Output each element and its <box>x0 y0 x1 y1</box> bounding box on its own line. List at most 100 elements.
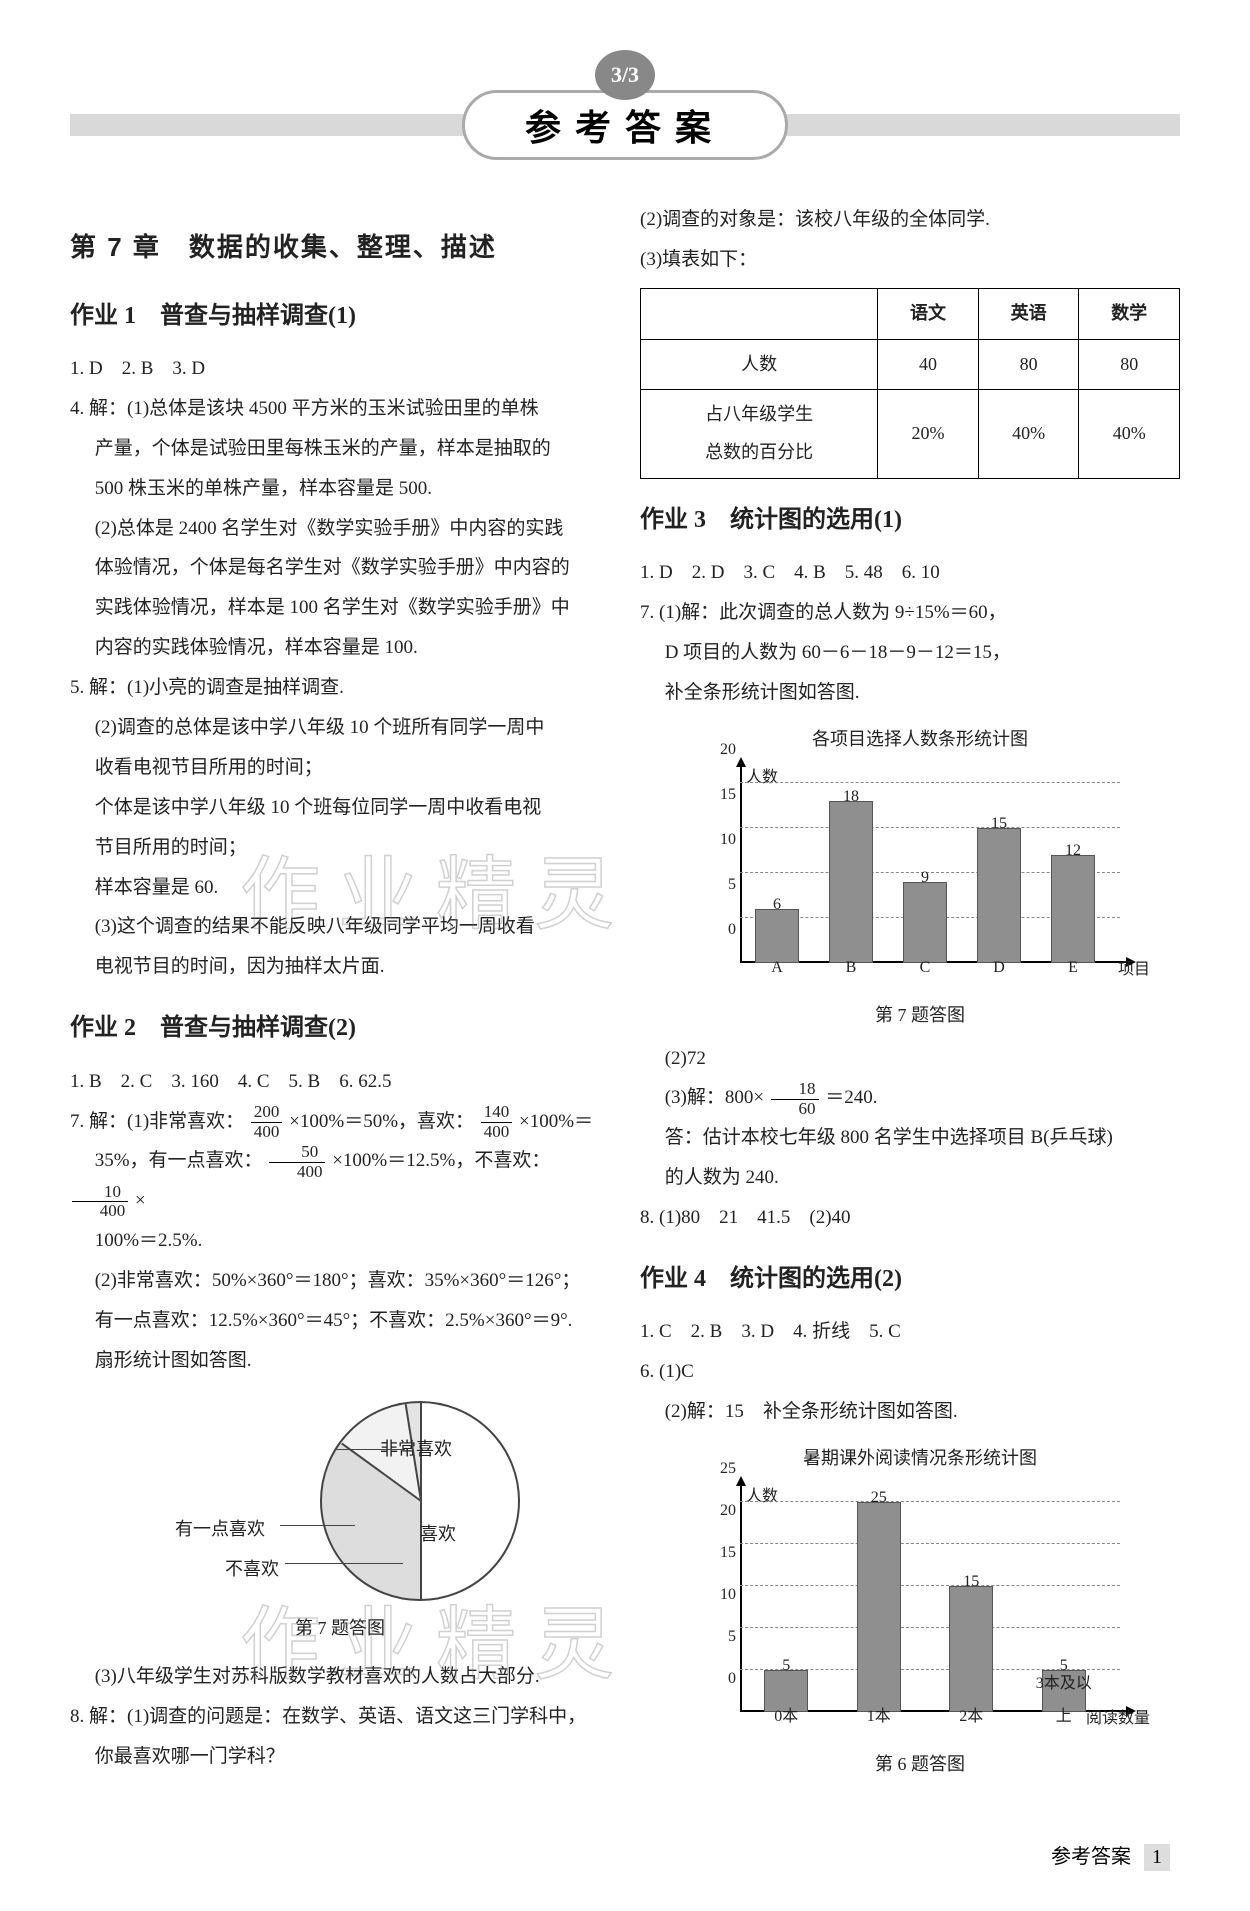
bar: 15 <box>977 828 1021 963</box>
chart1-xlabel: 项目 <box>1118 953 1150 987</box>
footer-page: 1 <box>1144 1844 1170 1871</box>
y-tick: 15 <box>720 778 736 812</box>
text: 电视节目的时间，因为抽样太片面. <box>70 947 610 987</box>
bar: 25 <box>857 1502 901 1712</box>
text: (3)解：800× 1860 ＝240. <box>640 1078 1180 1118</box>
pie-caption: 第 7 题答图 <box>120 1610 560 1648</box>
text: 8. 解：(1)调查的问题是：在数学、英语、语文这三门学科中， <box>70 1697 610 1737</box>
text: 100%＝2.5%. <box>70 1221 610 1261</box>
th: 语文 <box>878 288 979 339</box>
text: 有一点喜欢：12.5%×360°＝45°；不喜欢：2.5%×360°＝9°. <box>70 1301 610 1341</box>
left-column: 第 7 章 数据的收集、整理、描述 作业 1 普查与抽样调查(1) 1. D 2… <box>70 200 610 1788</box>
x-tick: 1本 <box>849 1700 909 1734</box>
y-tick: 25 <box>720 1452 736 1486</box>
text: 样本容量是 60. <box>70 868 610 908</box>
page-footer: 参考答案 1 <box>1051 1840 1170 1871</box>
text: (3)这个调查的结果不能反映八年级同学平均一周收看 <box>70 907 610 947</box>
text: 产量，个体是试验田里每株玉米的产量，样本是抽取的 <box>70 429 610 469</box>
text: 8. (1)80 21 41.5 (2)40 <box>640 1198 1180 1238</box>
td: 占八年级学生 总数的百分比 <box>641 390 878 479</box>
td: 20% <box>878 390 979 479</box>
chart2-title: 暑期课外阅读情况条形统计图 <box>660 1440 1180 1478</box>
chart1-title: 各项目选择人数条形统计图 <box>660 721 1180 759</box>
text: 6. (1)C <box>640 1352 1180 1392</box>
pie-label-dislike: 不喜欢 <box>225 1551 279 1589</box>
text: 1. B 2. C 3. 160 4. C 5. B 6. 62.5 <box>70 1062 610 1102</box>
page-header: 3/3 参考答案 <box>70 50 1180 160</box>
th: 数学 <box>1079 288 1180 339</box>
x-tick: C <box>895 951 955 985</box>
text: 1. C 2. B 3. D 4. 折线 5. C <box>640 1312 1180 1352</box>
x-tick: E <box>1043 951 1103 985</box>
hw3-title: 作业 3 统计图的选用(1) <box>640 495 1180 545</box>
text: 7. 解：(1)非常喜欢： 200400 ×100%＝50%，喜欢： 14040… <box>70 1102 610 1142</box>
text: 补全条形统计图如答图. <box>640 673 1180 713</box>
text: 内容的实践体验情况，样本容量是 100. <box>70 628 610 668</box>
x-tick: A <box>747 951 807 985</box>
text: (2)调查的总体是该中学八年级 10 个班所有同学一周中 <box>70 708 610 748</box>
td: 80 <box>1079 339 1180 390</box>
chapter-title: 第 7 章 数据的收集、整理、描述 <box>70 220 610 275</box>
td: 人数 <box>641 339 878 390</box>
text: 500 株玉米的单株产量，样本容量是 500. <box>70 469 610 509</box>
text: 节目所用的时间； <box>70 828 610 868</box>
text: (2)解：15 补全条形统计图如答图. <box>640 1392 1180 1432</box>
y-tick: 10 <box>720 823 736 857</box>
pie-label-like: 喜欢 <box>420 1516 456 1554</box>
chart1-caption: 第 7 题答图 <box>660 997 1180 1035</box>
y-tick: 20 <box>720 733 736 767</box>
y-tick: 5 <box>728 868 736 902</box>
pie-label-little: 有一点喜欢 <box>175 1511 265 1549</box>
bar: 12 <box>1051 855 1095 963</box>
x-tick: 2本 <box>941 1700 1001 1734</box>
x-tick: D <box>969 951 1029 985</box>
text: D 项目的人数为 60－6－18－9－12＝15， <box>640 633 1180 673</box>
text: (3)填表如下： <box>640 240 1180 280</box>
text: 7. (1)解：此次调查的总人数为 9÷15%＝60， <box>640 593 1180 633</box>
y-tick: 10 <box>720 1578 736 1612</box>
hw4-title: 作业 4 统计图的选用(2) <box>640 1254 1180 1304</box>
x-tick: 0本 <box>756 1700 816 1734</box>
td: 40% <box>978 390 1079 479</box>
text: (2)总体是 2400 名学生对《数学实验手册》中内容的实践 <box>70 509 610 549</box>
text: (3)八年级学生对苏科版数学教材喜欢的人数占大部分. <box>70 1657 610 1697</box>
text: 收看电视节目所用的时间； <box>70 748 610 788</box>
text: 4. 解：(1)总体是该块 4500 平方米的玉米试验田里的单株 <box>70 389 610 429</box>
footer-label: 参考答案 <box>1051 1846 1131 1868</box>
main-title: 参考答案 <box>462 90 788 160</box>
y-tick: 0 <box>728 1662 736 1696</box>
text: 1. D 2. D 3. C 4. B 5. 48 6. 10 <box>640 553 1180 593</box>
bar: 18 <box>829 801 873 963</box>
text: 个体是该中学八年级 10 个班每位同学一周中收看电视 <box>70 788 610 828</box>
text: 1. D 2. B 3. D <box>70 349 610 389</box>
subject-table: 语文 英语 数学 人数 40 80 80 占八年级学生 总数的百分比 20% <box>640 288 1180 479</box>
hw1-title: 作业 1 普查与抽样调查(1) <box>70 291 610 341</box>
pie-chart: 非常喜欢 喜欢 有一点喜欢 不喜欢 第 7 题答图 <box>120 1391 560 1651</box>
text: 扇形统计图如答图. <box>70 1341 610 1381</box>
text: 体验情况，个体是每名学生对《数学实验手册》中内容的 <box>70 548 610 588</box>
x-tick: 3本及以上 <box>1034 1667 1094 1734</box>
y-tick: 0 <box>728 913 736 947</box>
chart2-ylabel: 人数 <box>746 1480 778 1514</box>
text: (2)72 <box>640 1039 1180 1079</box>
chart1-ylabel: 人数 <box>746 761 778 795</box>
text: (2)调查的对象是：该校八年级的全体同学. <box>640 200 1180 240</box>
text: 的人数为 240. <box>640 1158 1180 1198</box>
text: 35%，有一点喜欢： 50400 ×100%＝12.5%，不喜欢： 10400 … <box>70 1141 610 1221</box>
td: 80 <box>978 339 1079 390</box>
td: 40 <box>878 339 979 390</box>
text: 实践体验情况，样本是 100 名学生对《数学实验手册》中 <box>70 588 610 628</box>
th: 英语 <box>978 288 1079 339</box>
bar-chart-2: 暑期课外阅读情况条形统计图 人数 阅读数量 051015202550本251本1… <box>660 1440 1180 1784</box>
text: 你最喜欢哪一门学科？ <box>70 1737 610 1777</box>
x-tick: B <box>821 951 881 985</box>
y-tick: 15 <box>720 1536 736 1570</box>
text: 5. 解：(1)小亮的调查是抽样调查. <box>70 668 610 708</box>
y-tick: 20 <box>720 1494 736 1528</box>
right-column: (2)调查的对象是：该校八年级的全体同学. (3)填表如下： 语文 英语 数学 … <box>640 200 1180 1788</box>
bar-chart-1: 各项目选择人数条形统计图 人数 项目 051015206A18B9C15D12E… <box>660 721 1180 1035</box>
y-tick: 5 <box>728 1620 736 1654</box>
chart2-caption: 第 6 题答图 <box>660 1746 1180 1784</box>
text: (2)非常喜欢：50%×360°＝180°；喜欢：35%×360°＝126°； <box>70 1261 610 1301</box>
hw2-title: 作业 2 普查与抽样调查(2) <box>70 1003 610 1053</box>
